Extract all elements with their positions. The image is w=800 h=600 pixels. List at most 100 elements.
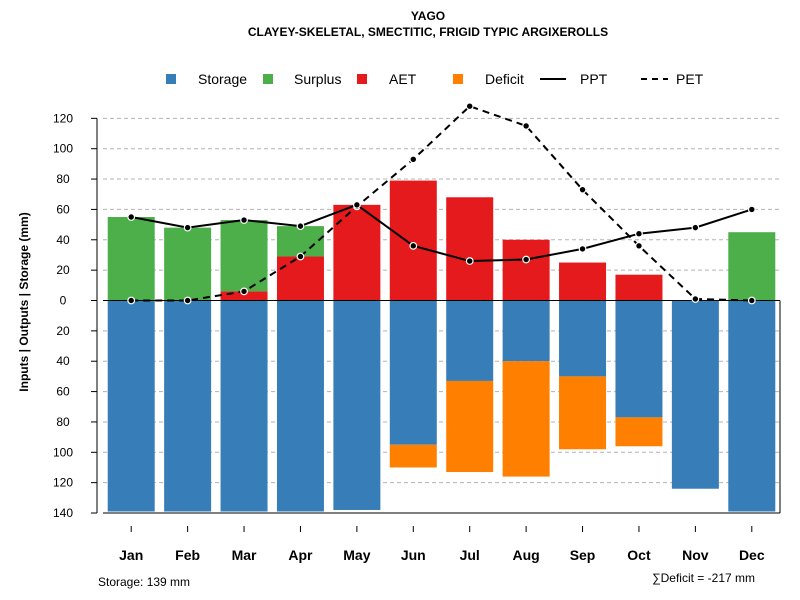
- bar-deficit-oct: [615, 417, 663, 447]
- y-tick-label: 40: [56, 354, 70, 368]
- point-pet-jun: [409, 155, 418, 164]
- bar-deficit-jul: [446, 380, 494, 473]
- x-tick-label-aug: Aug: [513, 547, 540, 563]
- bar-surplus-dec: [728, 232, 776, 301]
- x-tick-label-jan: Jan: [119, 547, 143, 563]
- point-ppt-jul: [465, 257, 474, 265]
- bar-deficit-aug: [502, 361, 550, 477]
- x-tick-label-nov: Nov: [682, 547, 709, 563]
- x-tick-label-dec: Dec: [739, 547, 765, 563]
- x-tick-label-apr: Apr: [288, 547, 313, 563]
- y-tick-label: 100: [53, 142, 73, 156]
- bar-aet-mar: [220, 291, 268, 301]
- y-tick-label: 80: [56, 172, 70, 186]
- bar-aet-apr: [276, 256, 324, 301]
- y-axis: 120 100 80 60 40 20 0 20 40 60 80 100 120 140: [53, 111, 98, 520]
- series-lines: [127, 102, 756, 305]
- legend-label-aet: AET: [389, 71, 417, 87]
- x-tick-label-jul: Jul: [460, 547, 480, 563]
- storage-note: Storage: 139 mm: [98, 575, 190, 589]
- bar-storage-dec: [728, 300, 776, 512]
- bar-surplus-feb: [164, 227, 212, 301]
- bar-aet-sep: [559, 262, 607, 301]
- bar-storage-aug: [502, 300, 550, 362]
- legend-label-pet: PET: [676, 71, 704, 87]
- y-tick-label: 120: [53, 111, 73, 125]
- y-tick-label: 140: [53, 506, 73, 520]
- x-tick-label-jun: Jun: [401, 547, 426, 563]
- y-tick-label: 80: [56, 415, 70, 429]
- point-ppt-jan: [127, 213, 136, 221]
- bar-aet-aug: [502, 239, 550, 301]
- point-ppt-oct: [635, 229, 643, 238]
- legend-label-surplus: Surplus: [294, 71, 341, 87]
- point-ppt-mar: [240, 216, 248, 224]
- bar-storage-mar: [220, 300, 268, 512]
- bar-storage-sep: [559, 300, 607, 377]
- y-tick-label: 40: [56, 233, 70, 247]
- point-pet-oct: [635, 241, 643, 250]
- y-tick-label: 60: [56, 202, 70, 216]
- point-ppt-may: [352, 200, 361, 209]
- point-ppt-aug: [522, 255, 531, 264]
- point-ppt-nov: [691, 223, 700, 232]
- point-pet-jan: [127, 296, 136, 305]
- y-tick-label: 60: [56, 385, 70, 399]
- legend-label-storage: Storage: [198, 71, 247, 87]
- x-tick-label-feb: Feb: [175, 547, 200, 563]
- point-pet-jul: [465, 102, 474, 111]
- bar-deficit-jun: [389, 444, 437, 468]
- point-ppt-jun: [409, 241, 418, 250]
- bar-aet-jun: [389, 180, 437, 301]
- bar-storage-may: [333, 300, 381, 510]
- point-ppt-apr: [296, 222, 305, 231]
- point-pet-apr: [296, 252, 305, 261]
- bar-surplus-jan: [107, 217, 155, 301]
- legend-swatch-deficit: [453, 74, 463, 84]
- point-pet-sep: [578, 185, 587, 194]
- bar-deficit-sep: [559, 376, 607, 450]
- legend-swatch-surplus: [263, 74, 273, 84]
- deficit-sum-note: ∑Deficit = -217 mm: [652, 571, 755, 585]
- line-ppt: [131, 203, 753, 263]
- chart-subtitle: CLAYEY-SKELETAL, SMECTITIC, FRIGID TYPIC…: [248, 25, 608, 39]
- y-tick-label: 20: [56, 263, 70, 277]
- x-tick-label-mar: Mar: [232, 547, 257, 563]
- chart-title: YAGO: [411, 9, 445, 23]
- point-pet-feb: [183, 296, 192, 305]
- y-tick-label: 20: [56, 324, 70, 338]
- point-ppt-dec: [747, 205, 756, 214]
- bar-surplus-apr: [276, 226, 324, 257]
- gridlines: [103, 117, 780, 484]
- bar-aet-jul: [446, 197, 494, 301]
- y-tick-label: 100: [53, 445, 73, 459]
- point-ppt-sep: [578, 244, 587, 253]
- x-axis: Jan Feb Mar Apr May Jun Jul Aug Sep Oct Nov Dec: [119, 526, 765, 563]
- point-ppt-feb: [183, 223, 192, 232]
- bars: [103, 180, 781, 514]
- point-pet-nov: [691, 295, 700, 303]
- bar-storage-apr: [276, 300, 324, 512]
- point-pet-mar: [240, 287, 248, 296]
- bar-storage-jul: [446, 300, 494, 381]
- bar-storage-feb: [164, 300, 212, 512]
- legend-label-ppt: PPT: [580, 71, 608, 87]
- bar-aet-may: [333, 204, 381, 301]
- bar-storage-jun: [389, 300, 437, 445]
- legend: Storage Surplus AET Deficit PPT PET: [166, 71, 704, 87]
- y-tick-label: 0: [60, 294, 67, 308]
- x-tick-label-sep: Sep: [570, 547, 596, 563]
- legend-swatch-aet: [357, 74, 367, 84]
- bar-aet-oct: [615, 274, 663, 301]
- x-tick-label-oct: Oct: [627, 547, 651, 563]
- bar-surplus-mar: [220, 220, 268, 292]
- point-pet-dec: [747, 296, 756, 305]
- legend-label-deficit: Deficit: [485, 71, 524, 87]
- y-axis-label: Inputs | Outputs | Storage (mm): [17, 212, 31, 391]
- x-tick-label-may: May: [343, 547, 370, 563]
- bar-storage-nov: [671, 300, 719, 489]
- bar-storage-oct: [615, 300, 663, 418]
- y-tick-label: 120: [53, 476, 73, 490]
- bar-storage-jan: [107, 300, 155, 512]
